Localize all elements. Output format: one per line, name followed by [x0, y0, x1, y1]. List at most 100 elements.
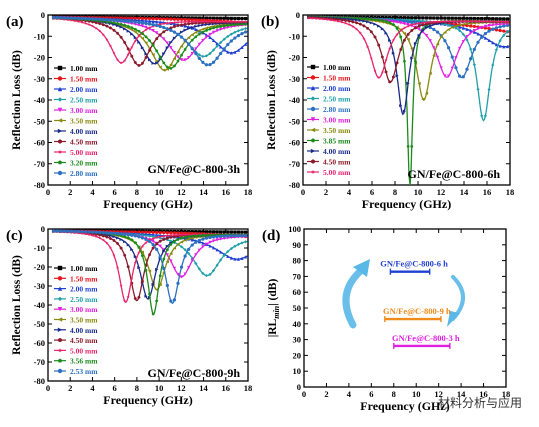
marker-point [373, 35, 377, 39]
marker-point [173, 25, 176, 29]
marker-point [133, 234, 137, 238]
x-tick-label: 6 [369, 389, 373, 399]
marker-point [162, 37, 166, 41]
marker-point [435, 16, 440, 20]
marker-point [424, 26, 429, 30]
marker-point [428, 20, 432, 24]
marker-point [197, 233, 201, 237]
marker-point [505, 30, 510, 34]
marker-point [119, 283, 123, 287]
marker-point [137, 235, 141, 239]
marker-point [354, 18, 359, 22]
marker-point [133, 261, 137, 264]
marker-point [450, 16, 454, 20]
x-tick-label: 12 [177, 187, 186, 197]
marker-point [101, 238, 105, 242]
marker-point [406, 144, 410, 148]
marker-point [165, 231, 169, 235]
marker-point [487, 27, 491, 31]
marker-point [91, 17, 95, 21]
marker-point [498, 44, 502, 48]
marker-point [417, 24, 421, 28]
marker-point [69, 229, 73, 233]
marker-point [480, 35, 484, 39]
marker-point [176, 59, 180, 63]
marker-point [59, 16, 63, 20]
marker-point [240, 230, 244, 234]
marker-point [197, 20, 201, 23]
legend-label: 3.00 mm [70, 305, 98, 314]
marker-point [165, 21, 169, 25]
x-tick-label: 8 [135, 383, 139, 393]
marker-point [76, 229, 81, 234]
x-tick-label: 12 [437, 187, 446, 197]
marker-point [380, 27, 384, 31]
marker-point [151, 61, 155, 65]
legend-label: 3.50 mm [70, 316, 98, 325]
marker-point [169, 40, 173, 45]
marker-point [105, 18, 109, 22]
marker-point [158, 239, 162, 243]
marker-point [172, 239, 176, 243]
marker-point [318, 17, 322, 21]
marker-point [155, 230, 159, 235]
marker-point [180, 233, 184, 237]
marker-point [165, 41, 169, 45]
marker-point [123, 240, 127, 244]
marker-point [162, 30, 166, 34]
marker-point [158, 282, 162, 287]
marker-point [240, 32, 244, 36]
marker-point [236, 29, 241, 33]
marker-point [179, 17, 184, 22]
marker-point [123, 232, 127, 236]
marker-point [450, 19, 454, 23]
marker-point [219, 27, 223, 31]
legend-label: 3.56 mm [70, 357, 98, 366]
marker-point [151, 233, 155, 237]
marker-point [410, 56, 414, 60]
marker-point [446, 23, 451, 27]
marker-point [148, 292, 152, 296]
y-axis-label-part: | (dB) [267, 279, 279, 306]
marker-point [57, 76, 63, 81]
marker-point [219, 250, 223, 254]
marker-point [472, 16, 476, 21]
marker-point [226, 23, 230, 27]
legend-label: 2.00 mm [70, 85, 98, 94]
marker-point [208, 25, 212, 29]
legend-label: 2.80 mm [323, 105, 351, 114]
y-tick-label: 0 [41, 224, 45, 234]
marker-point [358, 31, 362, 35]
legend-label: 2.50 mm [70, 295, 98, 304]
marker-point [116, 265, 120, 269]
marker-point [219, 40, 223, 45]
marker-point [215, 238, 219, 242]
marker-point [236, 16, 241, 21]
marker-point [151, 243, 155, 247]
marker-point [211, 48, 216, 52]
marker-point [172, 30, 177, 34]
marker-point [229, 23, 233, 27]
marker-point [435, 30, 440, 34]
marker-point [310, 117, 316, 122]
marker-point [461, 19, 465, 23]
marker-point [130, 32, 134, 36]
marker-point [201, 30, 205, 34]
marker-point [179, 245, 184, 249]
x-tick-label: 0 [46, 383, 50, 393]
marker-point [469, 24, 473, 28]
marker-point [439, 66, 443, 70]
marker-point [57, 327, 63, 332]
marker-point [57, 65, 63, 71]
marker-point [119, 22, 123, 26]
marker-point [465, 27, 469, 31]
marker-point [51, 15, 56, 20]
marker-point [169, 252, 173, 256]
marker-point [201, 54, 205, 58]
legend-label: 1.00 mm [323, 63, 351, 72]
series-markers-10 [51, 15, 248, 67]
y-tick-label: 100 [288, 224, 301, 234]
y-tick-label: -10 [289, 31, 300, 41]
marker-point [179, 30, 184, 34]
marker-point [201, 237, 205, 241]
